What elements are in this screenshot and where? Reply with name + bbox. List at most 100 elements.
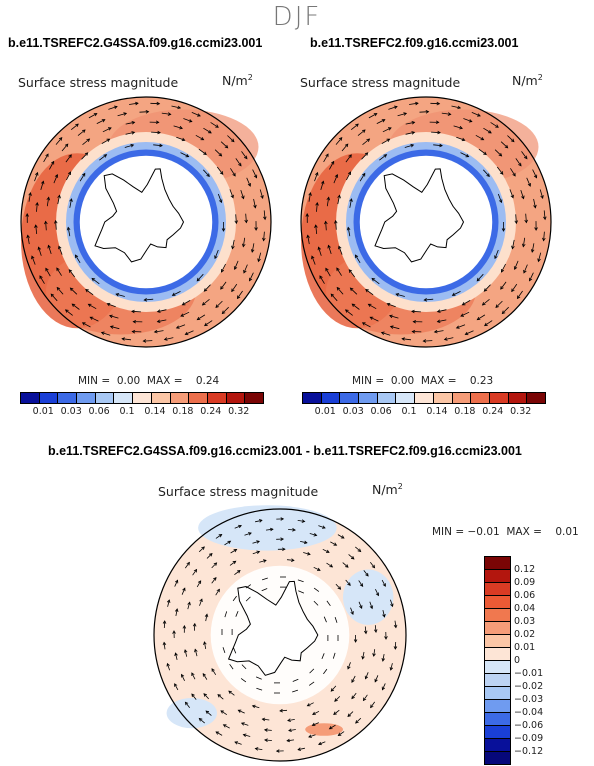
panel1-map — [20, 96, 272, 348]
colorbar-tick-label: 0.12 — [514, 564, 536, 575]
colorbar-tick-label: −0.04 — [514, 707, 544, 718]
colorbar-swatch — [485, 557, 510, 570]
colorbar-swatch — [303, 393, 322, 403]
colorbar-swatch — [452, 393, 472, 403]
antarctica-coastline — [374, 168, 465, 263]
colorbar-swatch — [39, 393, 59, 403]
panel3-minmax: MIN = −0.01 MAX = 0.01 — [432, 526, 579, 538]
colorbar-swatch — [340, 393, 360, 403]
map-boundary — [153, 508, 407, 762]
panel2-units: N/m2 — [512, 73, 543, 89]
colorbar-swatch — [485, 583, 510, 596]
colorbar-tick-label: −0.12 — [514, 746, 544, 757]
panel1-case-title: b.e11.TSREFC2.G4SSA.f09.g16.ccmi23.001 — [8, 36, 263, 50]
panel3-colorbar — [484, 556, 511, 765]
colorbar-swatch — [485, 648, 510, 661]
colorbar-swatch — [485, 674, 510, 687]
colorbar-swatch — [207, 393, 227, 403]
wind-stress-vectors — [305, 101, 547, 343]
colorbar-swatch — [114, 393, 134, 403]
colorbar-swatch — [151, 393, 171, 403]
panel3-map — [153, 505, 407, 762]
colorbar-swatch — [471, 393, 490, 403]
colorbar-swatch — [485, 687, 510, 700]
colorbar-swatch — [485, 596, 510, 609]
colorbar-tick-label: −0.03 — [514, 694, 544, 705]
colorbar-swatch — [485, 700, 510, 713]
colorbar-swatch — [226, 393, 246, 403]
colorbar-tick-label: 0.24 — [482, 406, 504, 417]
panel1-minmax: MIN = 0.00 MAX = 0.24 — [78, 375, 220, 387]
antarctica-coastline — [227, 580, 319, 676]
colorbar-swatch — [527, 393, 545, 403]
colorbar-swatch — [485, 739, 510, 752]
panel2-field-label: Surface stress magnitude — [300, 75, 461, 90]
colorbar-tick-label: −0.02 — [514, 681, 544, 692]
panel2-map — [300, 96, 552, 348]
colorbar-tick-label: −0.06 — [514, 720, 544, 731]
panel1-colorbar-labels: 0.01 0.03 0.06 0.1 0.14 0.18 0.24 0.32 — [20, 406, 253, 417]
colorbar-tick-label: −0.09 — [514, 733, 544, 744]
colorbar-tick-label: 0.01 — [314, 406, 336, 417]
colorbar-swatch — [489, 393, 509, 403]
colorbar-swatch — [485, 713, 510, 726]
colorbar-tick-label: 0.18 — [172, 406, 194, 417]
colorbar-swatch — [95, 393, 115, 403]
colorbar-swatch — [396, 393, 416, 403]
colorbar-swatch — [485, 570, 510, 583]
wind-stress-vectors — [25, 101, 267, 343]
colorbar-swatch — [170, 393, 190, 403]
colorbar-swatch — [245, 393, 263, 403]
colorbar-tick-label: 0.18 — [454, 406, 476, 417]
map-boundary — [300, 96, 552, 348]
wind-stress-vectors — [162, 517, 398, 753]
colorbar-tick-label: 0.1 — [119, 406, 135, 417]
colorbar-swatch — [189, 393, 208, 403]
colorbar-swatch — [321, 393, 341, 403]
panel3-units: N/m2 — [372, 482, 403, 498]
colorbar-swatch — [433, 393, 453, 403]
colorbar-tick-label: −0.01 — [514, 668, 544, 679]
colorbar-tick-label: 0.03 — [60, 406, 82, 417]
panel3-case-title: b.e11.TSREFC2.G4SSA.f09.g16.ccmi23.001 -… — [48, 444, 522, 458]
colorbar-tick-label: 0.03 — [514, 616, 536, 627]
panel1-field-label: Surface stress magnitude — [18, 75, 179, 90]
colorbar-tick-label: 0 — [514, 655, 521, 666]
colorbar-tick-label: 0.24 — [200, 406, 222, 417]
colorbar-tick-label: 0.06 — [370, 406, 392, 417]
season-title: DJF — [272, 2, 322, 32]
colorbar-swatch — [485, 661, 510, 674]
colorbar-swatch — [77, 393, 96, 403]
colorbar-tick-label: 0.04 — [514, 603, 536, 614]
colorbar-tick-label: 0.32 — [228, 406, 250, 417]
panel1-colorbar — [20, 392, 264, 404]
colorbar-swatch — [485, 752, 510, 764]
panel3-field-label: Surface stress magnitude — [158, 484, 319, 499]
colorbar-tick-label: 0.06 — [88, 406, 110, 417]
colorbar-swatch — [485, 635, 510, 648]
colorbar-swatch — [133, 393, 152, 403]
map-boundary — [20, 96, 272, 348]
colorbar-tick-label: 0.09 — [514, 577, 536, 588]
colorbar-tick-label: 0.14 — [426, 406, 448, 417]
colorbar-tick-label: 0.03 — [342, 406, 364, 417]
colorbar-swatch — [485, 622, 510, 635]
colorbar-tick-label: 0.14 — [144, 406, 166, 417]
colorbar-swatch — [508, 393, 528, 403]
colorbar-tick-label: 0.01 — [32, 406, 54, 417]
panel2-colorbar — [302, 392, 546, 404]
colorbar-tick-label: 0.32 — [510, 406, 532, 417]
panel2-case-title: b.e11.TSREFC2.f09.g16.ccmi23.001 — [310, 36, 519, 50]
colorbar-swatch — [21, 393, 40, 403]
colorbar-tick-label: 0.01 — [514, 642, 536, 653]
panel1-units: N/m2 — [222, 73, 253, 89]
colorbar-tick-label: 0.1 — [401, 406, 417, 417]
colorbar-tick-label: 0.02 — [514, 629, 536, 640]
colorbar-tick-label: 0.06 — [514, 590, 536, 601]
panel2-colorbar-labels: 0.01 0.03 0.06 0.1 0.14 0.18 0.24 0.32 — [302, 406, 535, 417]
colorbar-swatch — [58, 393, 78, 403]
colorbar-swatch — [485, 726, 510, 739]
panel2-minmax: MIN = 0.00 MAX = 0.23 — [352, 375, 494, 387]
colorbar-swatch — [485, 609, 510, 622]
colorbar-swatch — [377, 393, 397, 403]
